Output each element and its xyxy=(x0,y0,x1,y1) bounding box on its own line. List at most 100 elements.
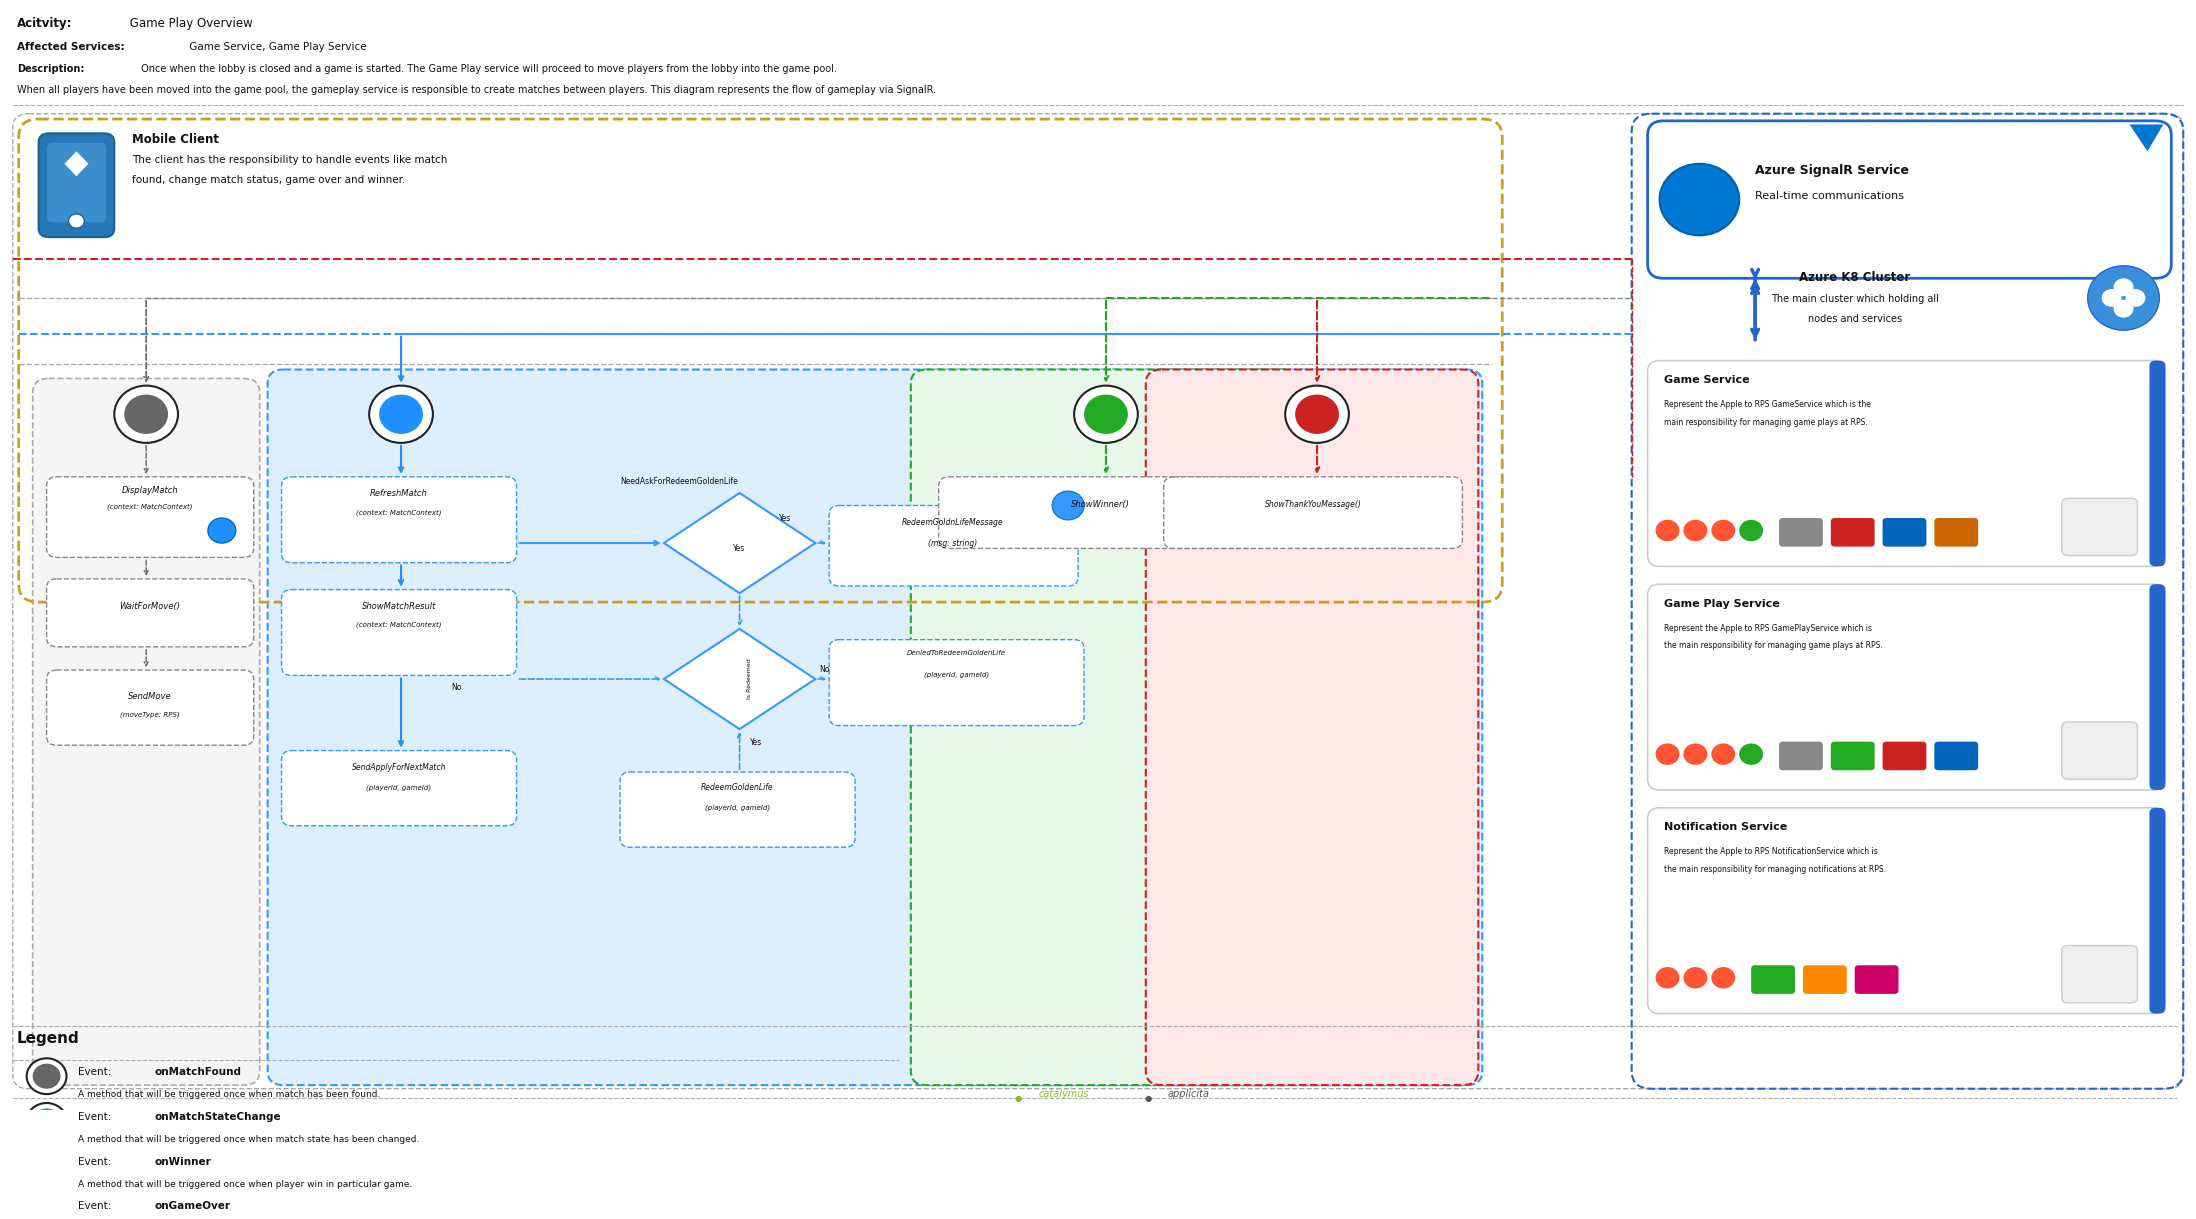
Circle shape xyxy=(1711,967,1735,989)
Circle shape xyxy=(2113,278,2135,296)
Circle shape xyxy=(1296,395,1340,434)
Text: RedeemGoIdnLifeMessage: RedeemGoIdnLifeMessage xyxy=(903,518,1004,527)
FancyBboxPatch shape xyxy=(830,640,1085,725)
Text: The main cluster which holding all: The main cluster which holding all xyxy=(1770,294,1939,305)
Circle shape xyxy=(1684,744,1706,764)
Text: No: No xyxy=(819,664,830,674)
FancyBboxPatch shape xyxy=(1779,518,1823,546)
Circle shape xyxy=(2102,289,2121,307)
FancyBboxPatch shape xyxy=(1935,741,1979,770)
Text: SendMove: SendMove xyxy=(127,691,171,701)
Text: Event:: Event: xyxy=(79,1112,114,1121)
Text: Event:: Event: xyxy=(79,1202,114,1212)
Text: Event:: Event: xyxy=(79,1157,114,1167)
Circle shape xyxy=(125,395,169,434)
Text: Represent the Apple to RPS GameService which is the: Represent the Apple to RPS GameService w… xyxy=(1665,400,1871,408)
Text: applicita: applicita xyxy=(1168,1089,1210,1098)
Text: Represent the Apple to RPS GamePlayService which is: Represent the Apple to RPS GamePlayServi… xyxy=(1665,624,1871,633)
FancyBboxPatch shape xyxy=(1779,741,1823,770)
Text: ●: ● xyxy=(1015,1095,1021,1103)
Text: (msg: string): (msg: string) xyxy=(929,540,977,549)
Text: RedeemGoldenLife: RedeemGoldenLife xyxy=(701,783,773,792)
Text: DisplayMatch: DisplayMatch xyxy=(121,486,178,495)
FancyBboxPatch shape xyxy=(1856,965,1900,993)
Polygon shape xyxy=(2130,124,2163,151)
Text: onWinner: onWinner xyxy=(154,1157,211,1167)
Polygon shape xyxy=(663,629,815,729)
FancyBboxPatch shape xyxy=(938,477,1261,549)
Text: When all players have been moved into the game pool, the gameplay service is res: When all players have been moved into th… xyxy=(18,85,935,95)
FancyBboxPatch shape xyxy=(40,133,114,238)
Text: Azure K8 Cluster: Azure K8 Cluster xyxy=(1799,271,1911,284)
FancyBboxPatch shape xyxy=(2150,584,2165,790)
Circle shape xyxy=(369,385,433,442)
Circle shape xyxy=(2088,266,2159,330)
Polygon shape xyxy=(64,151,88,177)
FancyBboxPatch shape xyxy=(1647,121,2172,278)
FancyBboxPatch shape xyxy=(2062,499,2137,556)
Circle shape xyxy=(1739,744,1763,764)
FancyBboxPatch shape xyxy=(268,369,1482,1085)
Circle shape xyxy=(1684,519,1706,541)
Circle shape xyxy=(26,1148,66,1184)
Text: onMatchStateChange: onMatchStateChange xyxy=(154,1112,281,1121)
Circle shape xyxy=(1052,491,1085,519)
Circle shape xyxy=(1074,385,1138,442)
Circle shape xyxy=(1656,967,1680,989)
FancyBboxPatch shape xyxy=(2062,946,2137,1003)
FancyBboxPatch shape xyxy=(830,506,1078,586)
Text: Mobile Client: Mobile Client xyxy=(132,133,220,146)
FancyBboxPatch shape xyxy=(46,670,255,745)
Text: Is Redeemed: Is Redeemed xyxy=(747,658,751,700)
Circle shape xyxy=(1656,744,1680,764)
FancyBboxPatch shape xyxy=(1882,741,1926,770)
Text: Azure SignalR Service: Azure SignalR Service xyxy=(1755,163,1908,177)
Circle shape xyxy=(1285,385,1348,442)
Text: Notification Service: Notification Service xyxy=(1665,822,1788,833)
Text: Represent the Apple to RPS NotificationService which is: Represent the Apple to RPS NotificationS… xyxy=(1665,847,1878,856)
Circle shape xyxy=(33,1064,61,1089)
Text: Once when the lobby is closed and a game is started. The Game Play service will : Once when the lobby is closed and a game… xyxy=(138,63,837,73)
Text: ShowWinner(): ShowWinner() xyxy=(1072,500,1129,510)
Text: found, change match status, game over and winner.: found, change match status, game over an… xyxy=(132,174,406,184)
Circle shape xyxy=(1739,519,1763,541)
FancyBboxPatch shape xyxy=(1803,965,1847,993)
Text: Acitvity:: Acitvity: xyxy=(18,17,72,30)
Circle shape xyxy=(380,395,424,434)
FancyBboxPatch shape xyxy=(2150,808,2165,1013)
Text: Game Service, Game Play Service: Game Service, Game Play Service xyxy=(187,43,367,52)
Text: ShowThankYouMessage(): ShowThankYouMessage() xyxy=(1265,500,1362,510)
Text: WaitForMove(): WaitForMove() xyxy=(119,602,180,611)
FancyBboxPatch shape xyxy=(1647,584,2165,790)
Text: the main responsibility for managing notifications at RPS.: the main responsibility for managing not… xyxy=(1665,865,1886,874)
Text: A method that will be triggered once when player win in particular game.: A method that will be triggered once whe… xyxy=(79,1180,413,1189)
FancyBboxPatch shape xyxy=(1647,808,2165,1013)
Text: Game Service: Game Service xyxy=(1665,375,1750,385)
FancyBboxPatch shape xyxy=(281,751,516,825)
Text: ●: ● xyxy=(1144,1095,1151,1103)
Circle shape xyxy=(2126,289,2145,307)
Circle shape xyxy=(26,1192,66,1219)
FancyBboxPatch shape xyxy=(1164,477,1463,549)
Circle shape xyxy=(26,1058,66,1095)
Text: Yes: Yes xyxy=(749,737,762,747)
FancyBboxPatch shape xyxy=(2150,361,2165,567)
Circle shape xyxy=(114,385,178,442)
FancyBboxPatch shape xyxy=(46,579,255,647)
FancyBboxPatch shape xyxy=(1750,965,1794,993)
Text: (playerId, gameId): (playerId, gameId) xyxy=(705,805,771,811)
Circle shape xyxy=(26,1103,66,1139)
Text: Game Play Overview: Game Play Overview xyxy=(125,17,253,30)
Text: Legend: Legend xyxy=(18,1031,79,1046)
Text: Real-time communications: Real-time communications xyxy=(1755,190,1904,201)
Text: A method that will be triggered once when match has been found.: A method that will be triggered once whe… xyxy=(79,1091,380,1100)
Circle shape xyxy=(1656,519,1680,541)
FancyBboxPatch shape xyxy=(2062,722,2137,779)
FancyBboxPatch shape xyxy=(911,369,1300,1085)
Text: (context: MatchContext): (context: MatchContext) xyxy=(108,503,193,511)
Circle shape xyxy=(209,518,235,542)
Text: RefreshMatch: RefreshMatch xyxy=(371,489,428,499)
Text: (playerId, gameId): (playerId, gameId) xyxy=(925,672,988,678)
Text: Description:: Description: xyxy=(18,63,83,73)
FancyBboxPatch shape xyxy=(1935,518,1979,546)
